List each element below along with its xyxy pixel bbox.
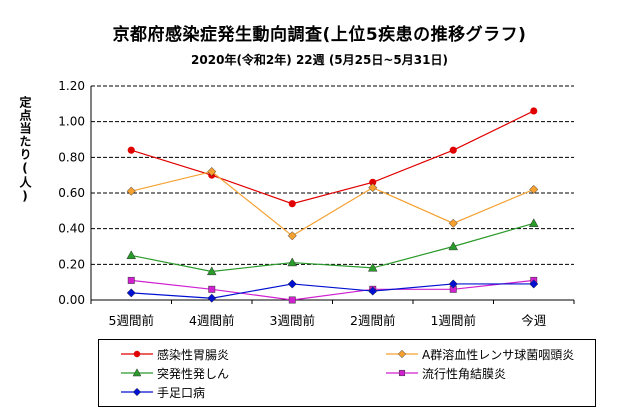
data-point bbox=[368, 286, 378, 296]
data-point bbox=[127, 146, 135, 154]
data-point bbox=[206, 266, 217, 276]
data-point bbox=[208, 285, 216, 293]
legend-item: 手足口病 bbox=[121, 383, 205, 401]
x-tick-label: 今週 bbox=[521, 313, 547, 328]
legend-marker bbox=[132, 387, 142, 397]
legend-label: 流行性角結膜炎 bbox=[422, 366, 507, 381]
legend-label: A群溶血性レンサ球菌咽頭炎 bbox=[422, 347, 575, 362]
series-line bbox=[131, 110, 535, 205]
series-line bbox=[131, 279, 534, 301]
series-line bbox=[131, 222, 534, 273]
data-point bbox=[367, 262, 378, 272]
data-point bbox=[288, 200, 296, 208]
data-point bbox=[528, 218, 539, 227]
legend-label: 突発性発しん bbox=[157, 366, 230, 381]
data-point bbox=[127, 276, 135, 284]
data-point bbox=[288, 296, 296, 304]
series-line bbox=[131, 170, 534, 237]
data-point bbox=[126, 288, 136, 298]
x-tick-label: 4週間前 bbox=[189, 313, 234, 328]
legend-marker bbox=[133, 350, 141, 358]
legend-label: 手足口病 bbox=[157, 385, 206, 400]
legend-swatch bbox=[121, 387, 153, 397]
x-tick-label: 2週間前 bbox=[350, 313, 395, 328]
x-tick-label: 1週間前 bbox=[431, 313, 476, 328]
y-tick-label: 0.20 bbox=[58, 257, 85, 271]
y-tick-label: 0.00 bbox=[58, 293, 85, 307]
data-point bbox=[449, 146, 457, 154]
data-point bbox=[368, 183, 378, 193]
legend: 感染性胃腸炎 A群溶血性レンサ球菌咽頭炎突発性発しん 流行性角結膜炎手足口病 bbox=[98, 339, 596, 407]
legend-item: 突発性発しん bbox=[121, 364, 229, 382]
legend-swatch bbox=[121, 350, 153, 358]
data-point bbox=[287, 231, 297, 241]
data-point bbox=[448, 279, 458, 289]
x-tick-label: 5週間前 bbox=[109, 313, 154, 328]
legend-marker bbox=[397, 349, 407, 359]
data-point bbox=[126, 186, 136, 196]
y-tick-label: 0.60 bbox=[58, 186, 85, 200]
data-point bbox=[448, 218, 458, 228]
data-point bbox=[529, 279, 539, 289]
y-tick-label: 0.80 bbox=[58, 150, 85, 164]
legend-swatch bbox=[386, 349, 418, 359]
y-tick-label: 1.00 bbox=[58, 115, 85, 129]
data-point bbox=[287, 257, 298, 267]
legend-marker bbox=[132, 368, 142, 377]
y-axis-label: 定点当たり(人) bbox=[18, 96, 32, 204]
legend-item: A群溶血性レンサ球菌咽頭炎 bbox=[386, 345, 574, 363]
legend-item: 感染性胃腸炎 bbox=[121, 345, 229, 363]
legend-swatch bbox=[121, 368, 153, 377]
data-point bbox=[529, 184, 539, 194]
y-tick-label: 0.40 bbox=[58, 222, 85, 236]
legend-marker bbox=[398, 369, 406, 377]
legend-label: 感染性胃腸炎 bbox=[157, 347, 230, 362]
data-point bbox=[126, 250, 137, 260]
y-tick-label: 1.20 bbox=[58, 79, 85, 93]
data-point bbox=[287, 279, 297, 289]
chart-subtitle: 2020年(令和2年) 22週 (5月25日~5月31日) bbox=[191, 53, 448, 67]
data-point bbox=[207, 167, 217, 177]
chart-title: 京都府感染症発生動向調査(上位5疾患の推移グラフ) bbox=[112, 25, 527, 45]
legend-item: 流行性角結膜炎 bbox=[386, 364, 506, 382]
x-tick-label: 3週間前 bbox=[270, 313, 315, 328]
data-point bbox=[207, 293, 217, 303]
series-line bbox=[131, 283, 534, 299]
data-point bbox=[448, 241, 459, 251]
legend-swatch bbox=[386, 369, 418, 377]
data-point bbox=[530, 107, 538, 115]
